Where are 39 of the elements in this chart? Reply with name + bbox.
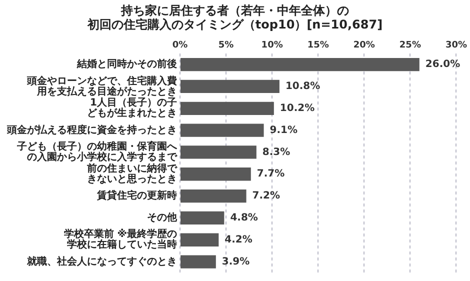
y-tick-label: 就職、社会人になってすぐのとき <box>26 255 177 268</box>
data-label: 9.1% <box>270 124 298 136</box>
y-tick-label: 頭金が払える程度に資金を持ったとき <box>6 124 177 136</box>
data-label: 10.2% <box>280 102 315 114</box>
y-tick-label: 1人目（長子）の子どもが生まれたとき <box>87 96 177 120</box>
bar <box>180 102 274 115</box>
data-label: 8.3% <box>262 146 290 158</box>
bar <box>180 124 264 137</box>
x-tick-label: 0% <box>172 40 188 51</box>
data-label: 4.2% <box>224 234 252 246</box>
data-label: 10.8% <box>285 81 320 92</box>
bar <box>180 80 280 94</box>
data-label: 3.9% <box>222 256 250 268</box>
data-label: 7.7% <box>256 168 285 180</box>
y-tick-label: 学校卒業前 ※最終学歴の学校に在籍していた当時 <box>64 228 177 251</box>
text: 持ち家に居住する者（若年・中年全体）の <box>121 3 349 18</box>
bar <box>180 233 219 246</box>
bar <box>180 255 216 268</box>
bar <box>180 146 256 159</box>
x-tick-label: 30% <box>445 40 467 51</box>
data-label: 26.0% <box>425 59 460 70</box>
x-tick-label: 5% <box>218 40 234 51</box>
y-tick-label: その他 <box>147 212 178 224</box>
text: 初回の住宅購入のタイミング（top10）[n=10,687] <box>87 18 383 32</box>
y-tick-label: 前の住まいに納得できないと思ったとき <box>86 162 178 185</box>
x-tick-label: 25% <box>399 40 421 51</box>
bar <box>180 211 224 225</box>
x-tick-label: 20% <box>353 40 375 51</box>
bar <box>180 189 246 203</box>
data-label: 7.2% <box>252 190 280 202</box>
x-tick-label: 10% <box>261 40 283 51</box>
x-tick-label: 15% <box>307 40 329 51</box>
bar <box>180 58 420 72</box>
bar <box>180 168 251 181</box>
y-tick-label: 賃貸住宅の更新時 <box>96 190 177 202</box>
y-tick-label: 結婚と同時かその前後 <box>76 58 177 70</box>
y-tick-label: 子ども（長子）の幼稚園・保育園への入園から小学校に入学するまで <box>16 140 178 164</box>
y-tick-label: 頭金やローンなどで、住宅購入費用を支払える目途がたったとき <box>26 74 177 98</box>
data-label: 4.8% <box>230 212 258 224</box>
